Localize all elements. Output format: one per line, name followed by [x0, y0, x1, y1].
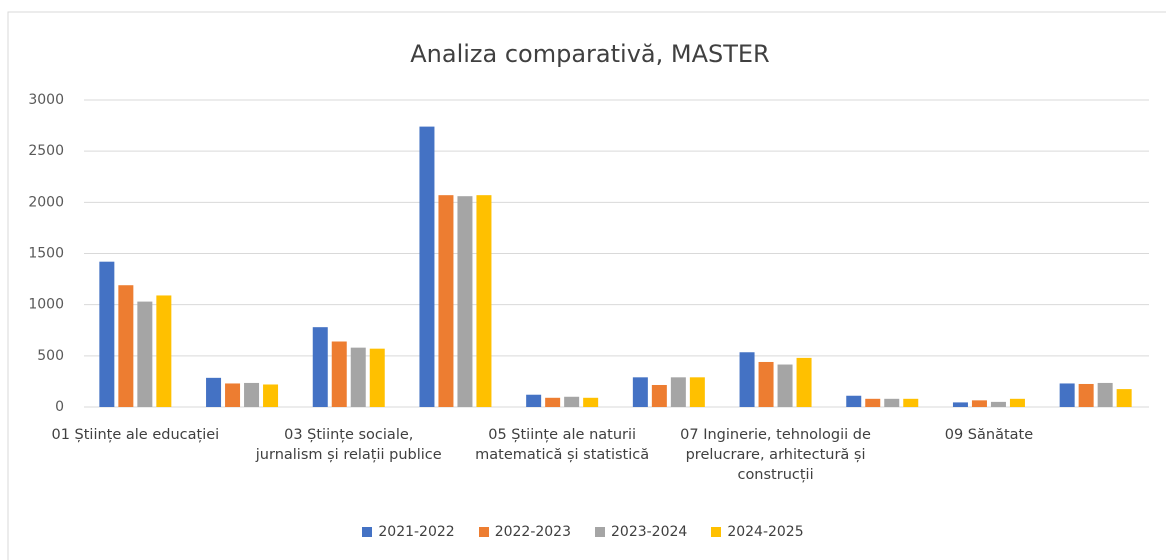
y-tick-label: 1500: [28, 246, 64, 262]
legend-label: 2024-2025: [727, 524, 804, 540]
legend-item: 2022-2023: [478, 524, 571, 540]
bar: [1078, 383, 1094, 407]
bar: [457, 196, 473, 407]
bar: [632, 377, 648, 407]
bar: [583, 397, 599, 407]
bar: [156, 295, 172, 407]
legend-item: 2021-2022: [362, 524, 455, 540]
chart-border: [7, 11, 1166, 560]
x-tick-label: 09 Sănătate: [944, 427, 1034, 443]
legend-swatch: [595, 527, 605, 537]
legend-label: 2021-2022: [378, 524, 455, 540]
bar: [777, 364, 793, 407]
bar: [137, 301, 153, 407]
bar: [990, 401, 1006, 407]
x-tick-label: 05 Științe ale naturii matematică și sta…: [475, 427, 650, 463]
legend-item: 2024-2025: [711, 524, 804, 540]
bar: [651, 384, 667, 407]
bar: [689, 377, 705, 407]
bar: [846, 395, 862, 407]
bar: [1059, 383, 1075, 407]
y-tick-label: 2000: [28, 194, 64, 210]
y-tick-label: 0: [55, 399, 64, 415]
bar: [758, 361, 774, 407]
bar: [526, 394, 542, 407]
bar: [263, 384, 279, 407]
bar: [369, 348, 385, 407]
x-tick-label: 07 Inginerie, tehnologii de prelucrare, …: [680, 427, 871, 483]
bar: [1116, 389, 1132, 407]
legend-item: 2023-2024: [595, 524, 687, 540]
y-tick-label: 500: [37, 348, 64, 364]
bar: [118, 285, 134, 407]
x-tick-label: 03 Științe sociale, jurnalism și relații…: [255, 427, 442, 463]
y-tick-label: 1000: [28, 297, 64, 313]
x-tick-label: 01 Științe ale educației: [51, 427, 220, 443]
bar: [739, 352, 755, 407]
bar: [99, 261, 115, 407]
bar: [419, 126, 435, 408]
bar: [903, 398, 919, 407]
bar: [545, 397, 561, 407]
legend-swatch: [478, 527, 489, 537]
bar: [971, 400, 987, 407]
bar: [1009, 398, 1025, 407]
bar: [331, 341, 347, 407]
bar: [206, 377, 222, 407]
bar: [350, 347, 366, 407]
bar: [796, 357, 812, 407]
legend-label: 2023-2024: [611, 524, 688, 540]
y-tick-label: 3000: [28, 92, 64, 108]
legend: 2021-2022 2022-2023 2023-2024 2024-2025: [0, 524, 1166, 540]
bar: [564, 396, 580, 407]
legend-swatch: [362, 527, 373, 537]
bar: [476, 195, 492, 407]
legend-label: 2022-2023: [494, 524, 571, 540]
bar: [438, 195, 454, 407]
bar: [244, 382, 260, 407]
y-tick-label: 2500: [28, 143, 64, 159]
bar: [670, 377, 686, 407]
bar: [1097, 382, 1113, 407]
bar: [884, 398, 900, 407]
bar: [312, 327, 328, 407]
chart-title: Analiza comparativă, MASTER: [410, 40, 769, 68]
bar: [952, 402, 968, 407]
bar: [865, 398, 881, 407]
bar: [225, 383, 241, 407]
legend-swatch: [711, 527, 722, 537]
